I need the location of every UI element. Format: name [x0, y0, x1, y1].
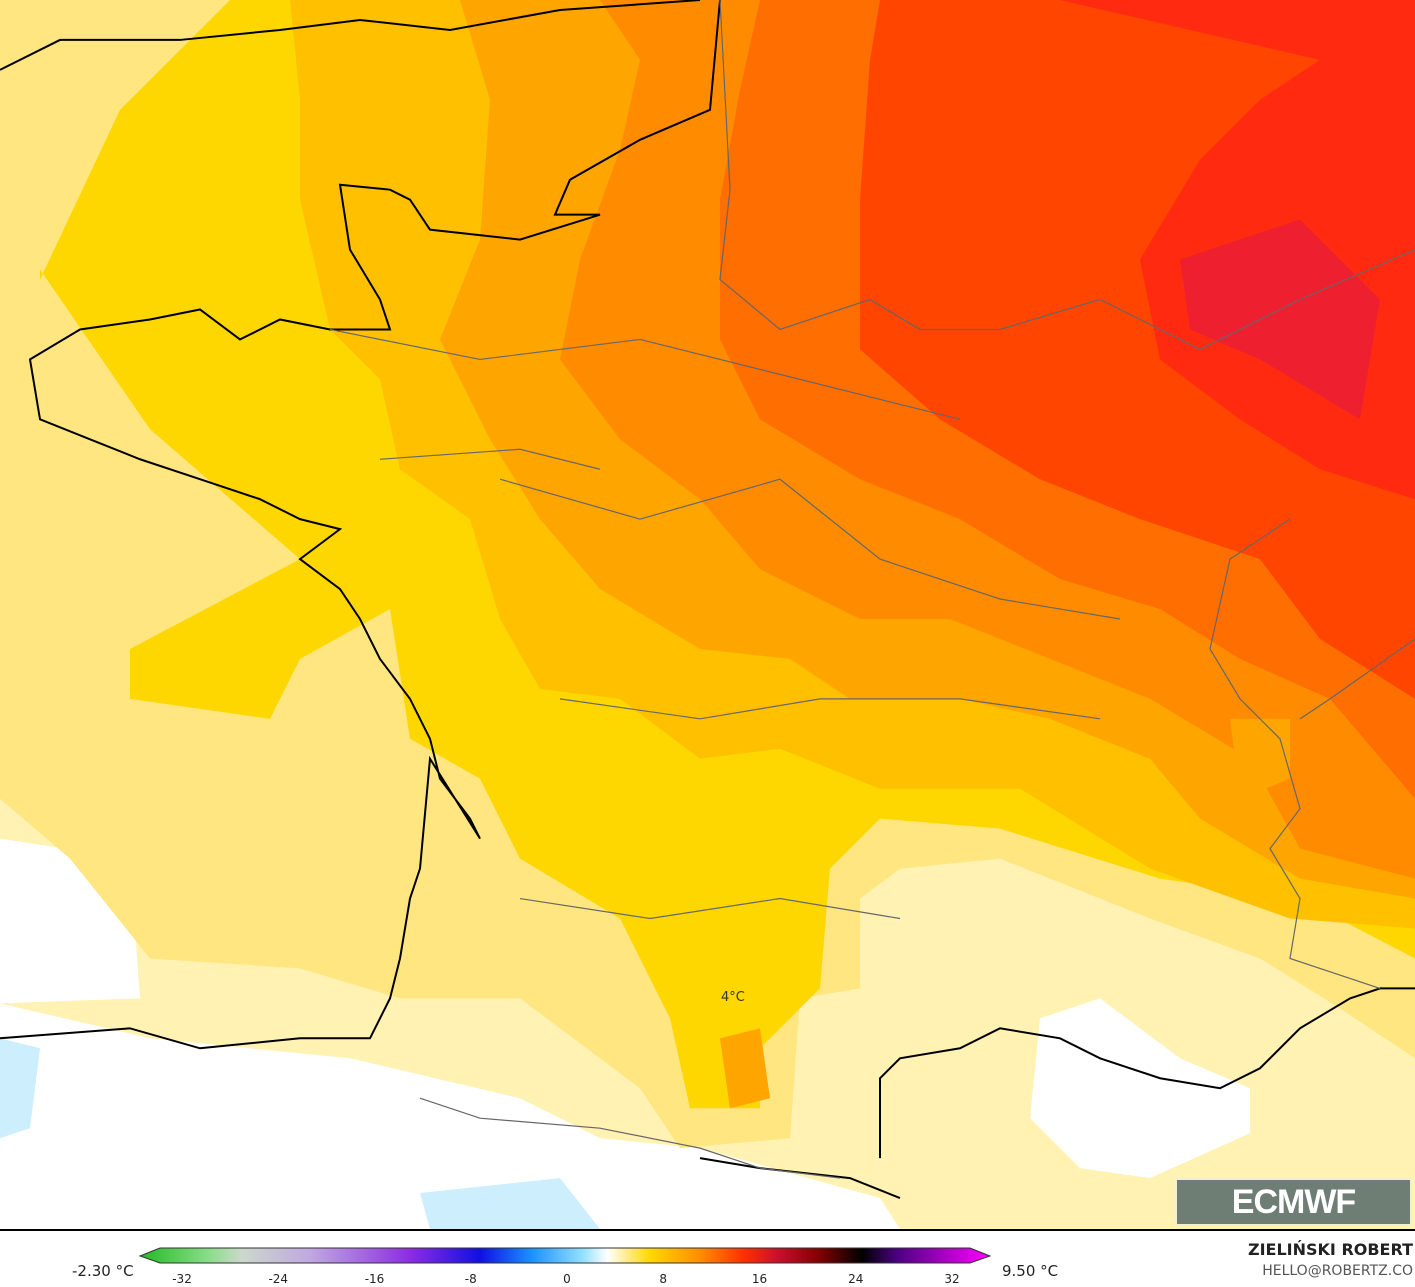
colorbar-tick: -32: [172, 1272, 192, 1286]
coastline: [0, 0, 1415, 1199]
author-email: HELLO@ROBERTZ.CO: [1262, 1263, 1413, 1279]
contour-label: 4°C: [721, 990, 745, 1005]
field-cold-blue: [0, 1038, 600, 1229]
colorbar-tick: 24: [848, 1272, 864, 1286]
temperature-map[interactable]: [0, 0, 1415, 1231]
field-red-deep: [1180, 219, 1380, 420]
colorbar-tick: -16: [364, 1272, 385, 1286]
colorbar-tick: 8: [659, 1272, 668, 1286]
colorbar-tick: 32: [944, 1272, 960, 1286]
borders: [329, 0, 1415, 1179]
min-value: -2.30 °C: [72, 1262, 134, 1280]
colorbar-legend: -2.30 °C 9.50 °C -32 -24 -16 -8 0 8 16 24 32 ZIE…: [0, 1231, 1415, 1287]
field-white-sea: [1030, 998, 1250, 1179]
colorbar-bar: [138, 1247, 992, 1264]
author-credit: ZIELIŃSKI ROBERT: [1247, 1240, 1413, 1259]
field-white-south: [0, 1003, 900, 1229]
colorbar-tick: 0: [563, 1272, 571, 1286]
colorbar-tick: -24: [268, 1272, 289, 1286]
max-value: 9.50 °C: [1002, 1262, 1059, 1280]
colorbar-tick: -8: [464, 1272, 477, 1286]
ecmwf-logo: ECMWF: [1175, 1178, 1412, 1226]
logo-text: ECMWF: [1231, 1182, 1356, 1221]
colorbar: [138, 1247, 992, 1264]
colorbar-tick: 16: [751, 1272, 768, 1286]
